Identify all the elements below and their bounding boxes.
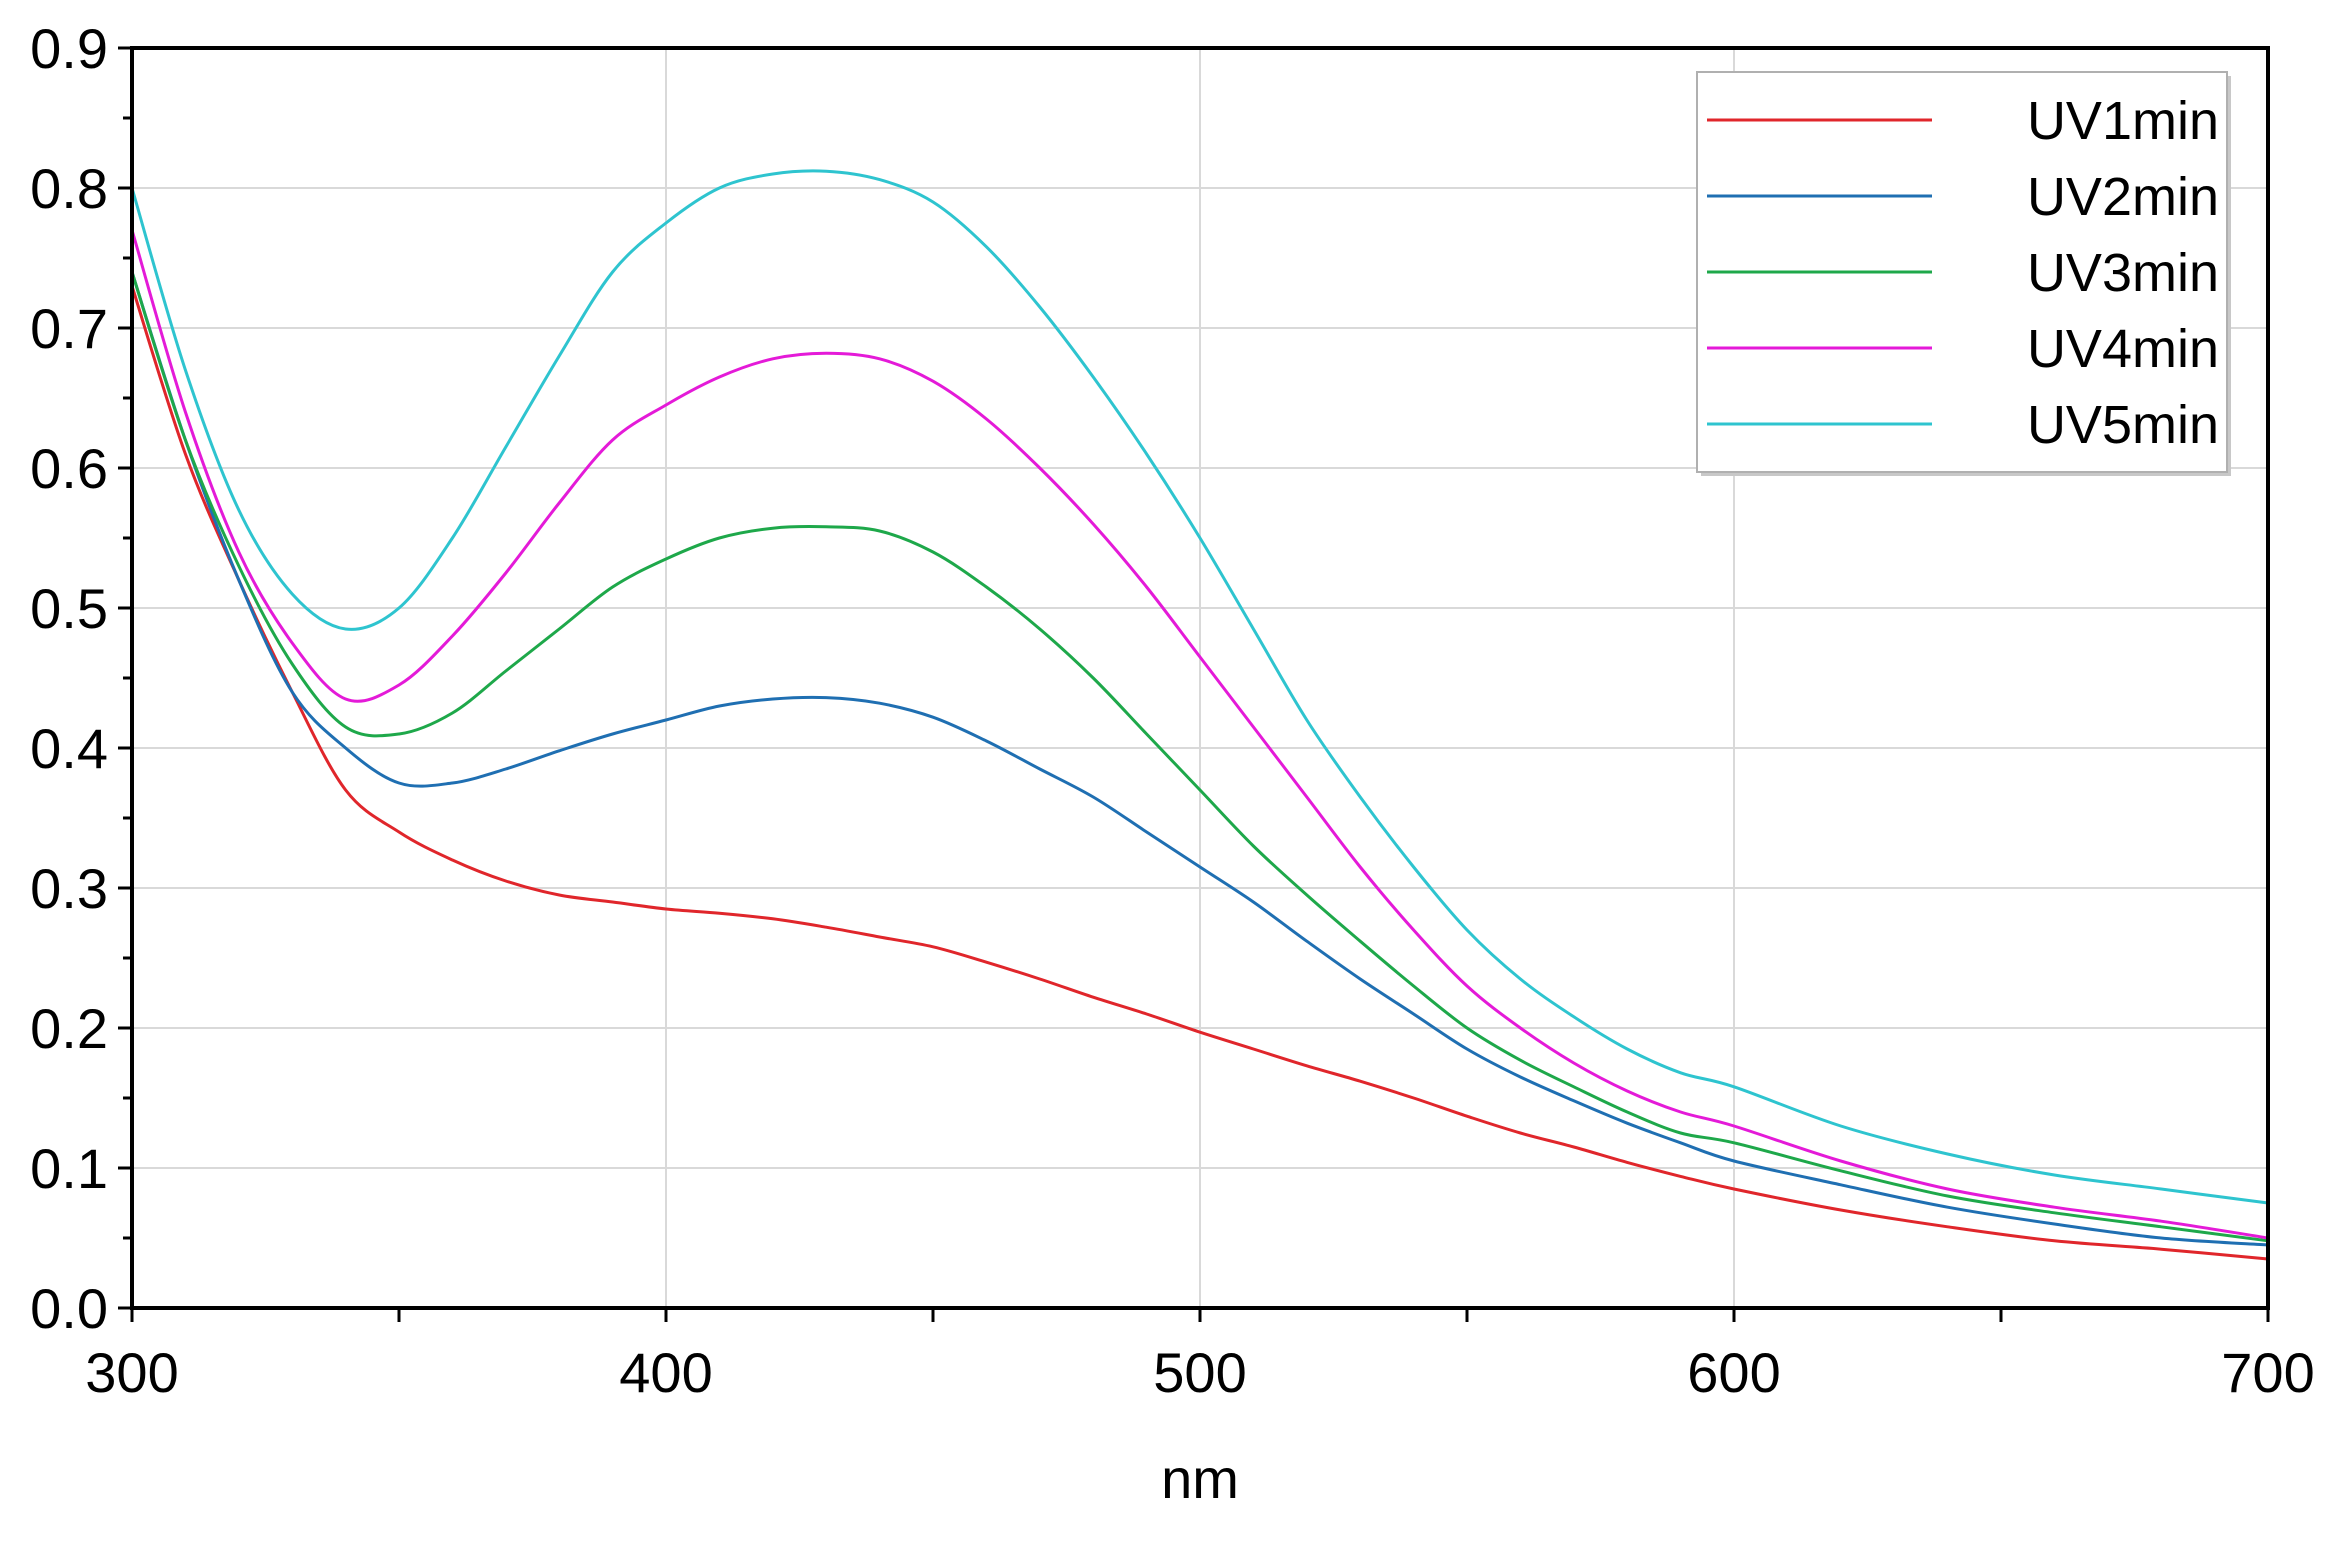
x-tick-label: 400 (619, 1341, 712, 1404)
y-tick-label: 0.8 (30, 157, 108, 220)
y-tick-label: 0.2 (30, 997, 108, 1060)
grid-lines (132, 48, 2268, 1308)
x-tick-label: 700 (2221, 1341, 2314, 1404)
y-tick-label: 0.9 (30, 17, 108, 80)
legend-label: UV4min (2027, 319, 2219, 379)
x-tick-labels: 300 400 500 600 700 (85, 1341, 2314, 1404)
y-tick-label: 0.0 (30, 1277, 108, 1340)
series-line-uv4min (130, 229, 2269, 1240)
y-tick-label: 0.4 (30, 717, 108, 780)
x-tick-label: 300 (85, 1341, 178, 1404)
series-line-uv5min (130, 169, 2269, 1205)
series-lines (130, 169, 2269, 1261)
y-tick-label: 0.5 (30, 577, 108, 640)
series-line-uv1min (130, 285, 2269, 1261)
x-tick-label: 600 (1687, 1341, 1780, 1404)
y-tick-label: 0.6 (30, 437, 108, 500)
series-line-uv2min (130, 271, 2269, 1247)
legend: UV1min UV2min UV3min UV4min UV5min (1696, 71, 2231, 476)
y-tick-labels: 0.0 0.1 0.2 0.3 0.4 0.5 0.6 0.7 0.8 0.9 (30, 17, 108, 1340)
y-tick-label: 0.7 (30, 297, 108, 360)
axis-ticks (118, 46, 2270, 1322)
legend-label: UV5min (2027, 395, 2219, 455)
legend-label: UV1min (2027, 91, 2219, 151)
series-line-uv3min (130, 271, 2269, 1243)
y-tick-label: 0.1 (30, 1137, 108, 1200)
y-tick-label: 0.3 (30, 857, 108, 920)
x-tick-label: 500 (1153, 1341, 1246, 1404)
x-axis-title: nm (1161, 1447, 1239, 1510)
legend-label: UV2min (2027, 167, 2219, 227)
legend-label: UV3min (2027, 243, 2219, 303)
